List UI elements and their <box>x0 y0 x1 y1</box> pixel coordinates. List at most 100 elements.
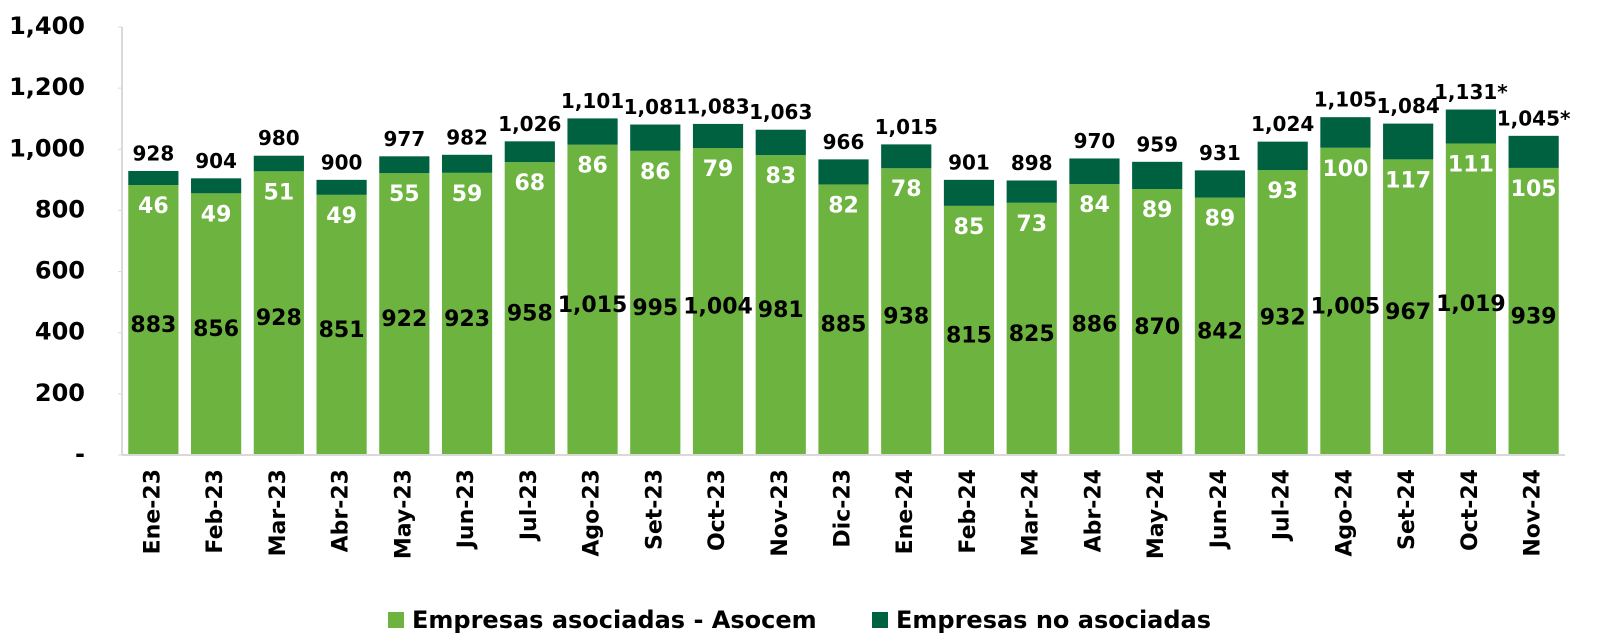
bar-segment <box>881 144 932 169</box>
bar-segment <box>379 173 430 456</box>
total-label: 931 <box>1199 141 1241 165</box>
data-label: 78 <box>891 177 922 202</box>
total-label: 959 <box>1136 132 1178 156</box>
data-label: 51 <box>264 180 295 205</box>
x-tick-label: Ago-24 <box>1332 469 1357 557</box>
total-label: 966 <box>823 130 865 154</box>
bar-segment <box>128 185 179 455</box>
bar-segment <box>504 162 555 455</box>
total-label: 904 <box>195 149 237 173</box>
total-label: 901 <box>948 150 990 174</box>
total-label: 1,131* <box>1434 80 1508 104</box>
data-label: 73 <box>1016 212 1047 237</box>
bar-segment <box>191 193 242 455</box>
bar-segment <box>253 155 304 172</box>
y-tick-label: 200 <box>35 379 85 407</box>
data-label: 59 <box>452 182 483 207</box>
data-label: 46 <box>138 194 169 219</box>
bar-segment <box>253 171 304 455</box>
data-label: 851 <box>319 318 365 343</box>
x-tick-label: Ago-23 <box>580 469 605 557</box>
data-label: 885 <box>821 313 867 338</box>
bar-segment <box>1069 184 1120 455</box>
data-label: 1,019 <box>1436 292 1506 317</box>
x-tick-label: Jul-23 <box>517 469 542 542</box>
bar-segment <box>316 179 367 195</box>
data-label: 967 <box>1385 300 1431 325</box>
bar-segment <box>191 178 242 194</box>
bar-segment <box>1445 109 1496 144</box>
x-tick-label: Set-24 <box>1395 469 1420 550</box>
data-label: 100 <box>1322 157 1368 182</box>
bar-segment <box>316 194 367 455</box>
x-tick-label: Oct-23 <box>705 469 730 551</box>
bar-segment <box>128 170 179 186</box>
data-label: 923 <box>444 307 490 332</box>
legend-swatch <box>388 612 404 628</box>
bar-segment <box>1508 167 1559 456</box>
total-label: 982 <box>446 125 488 149</box>
bar-segment <box>1320 117 1371 148</box>
total-label: 1,015 <box>875 115 938 139</box>
bar-segment <box>943 179 995 206</box>
data-label: 86 <box>640 160 671 185</box>
bar-segment <box>943 205 995 455</box>
legend-label: Empresas asociadas - Asocem <box>412 606 817 634</box>
bar-segment <box>1069 158 1120 185</box>
total-label: 1,024 <box>1251 112 1314 136</box>
data-label: 856 <box>193 317 239 342</box>
x-tick-label: Set-23 <box>642 469 667 550</box>
total-label: 1,084 <box>1377 94 1440 118</box>
total-label: 970 <box>1074 129 1116 153</box>
data-label: 938 <box>883 305 929 330</box>
data-label: 870 <box>1134 315 1180 340</box>
bar-segment <box>1132 189 1183 455</box>
total-label: 1,063 <box>749 100 812 124</box>
y-tick-label: 800 <box>35 195 85 223</box>
data-label: 981 <box>758 298 804 323</box>
y-tick-label: 1,200 <box>9 73 85 101</box>
data-label: 932 <box>1260 306 1306 331</box>
x-tick-label: Mar-24 <box>1019 469 1044 556</box>
total-label: 980 <box>258 126 300 150</box>
bar-segment <box>1194 170 1246 198</box>
total-label: 1,105 <box>1314 88 1377 112</box>
bar-segment <box>818 159 869 185</box>
y-tick-label: 600 <box>35 257 85 285</box>
bar-segment <box>1445 143 1496 455</box>
total-label: 1,045* <box>1497 106 1571 130</box>
x-tick-label: Mar-23 <box>266 469 291 556</box>
bar-segment <box>1257 141 1308 171</box>
bar-segment <box>755 155 806 455</box>
bar-segment <box>1383 159 1434 456</box>
bar-segment <box>630 150 681 456</box>
bar-segment <box>1006 202 1057 455</box>
total-label: 1,101 <box>561 89 624 113</box>
total-label: 1,026 <box>498 112 561 136</box>
bar-segment <box>441 172 493 455</box>
bar-segment <box>1006 180 1057 203</box>
x-tick-label: Jun-24 <box>1207 469 1232 550</box>
legend-swatch <box>872 612 888 628</box>
x-tick-label: Feb-24 <box>956 469 981 554</box>
bar-segment <box>1132 161 1183 190</box>
x-tick-label: Ene-24 <box>893 469 918 554</box>
bar-segment <box>692 123 744 149</box>
bar-segment <box>1383 123 1434 160</box>
data-label: 922 <box>381 307 427 332</box>
data-label: 825 <box>1009 322 1055 347</box>
data-label: 939 <box>1511 304 1557 329</box>
data-label: 928 <box>256 306 302 331</box>
y-tick-label: - <box>75 440 85 468</box>
x-tick-label: Nov-23 <box>768 469 793 557</box>
bar-segment <box>1320 147 1371 455</box>
bar-segment <box>1257 170 1308 455</box>
total-label: 1,081 <box>624 95 687 119</box>
data-label: 995 <box>632 296 678 321</box>
data-label: 83 <box>765 164 796 189</box>
data-label: 85 <box>954 215 985 240</box>
x-tick-label: Jul-24 <box>1270 469 1295 542</box>
x-tick-label: Nov-24 <box>1521 469 1546 557</box>
data-label: 1,015 <box>558 293 628 318</box>
total-label: 928 <box>132 141 174 165</box>
